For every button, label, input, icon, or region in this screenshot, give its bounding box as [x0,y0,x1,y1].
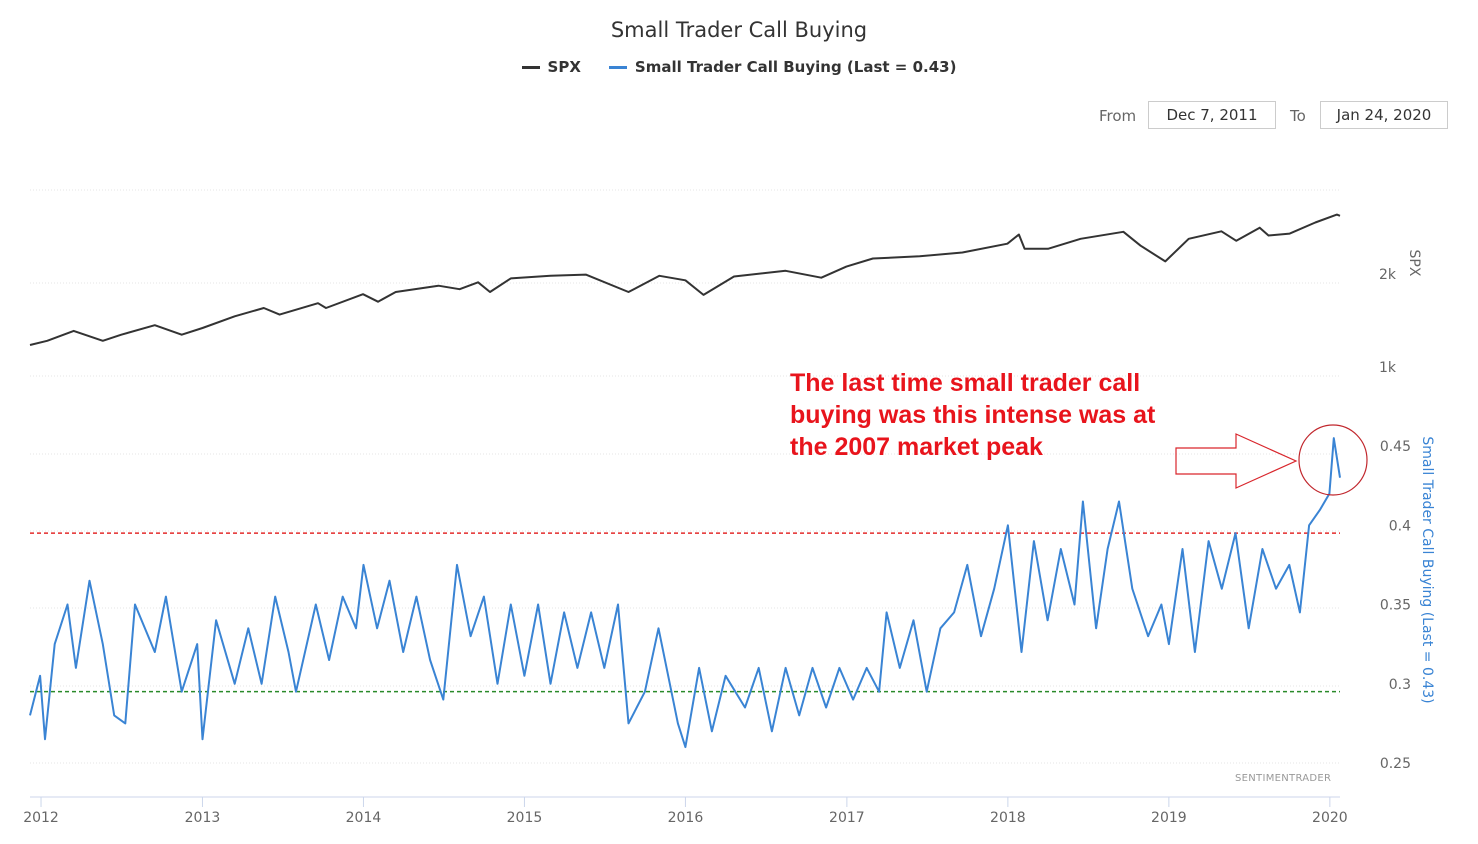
annotation-line-3: the 2007 market peak [790,433,1043,461]
spx-tick-label-1: 2k [1379,267,1397,283]
annotation-line-2: buying was this intense was at [790,401,1156,429]
x-tick-label-2020: 2020 [1312,810,1348,826]
call-tick-label-4: 0.45 [1380,439,1411,455]
legend-label-call-buying: Small Trader Call Buying (Last = 0.43) [634,58,957,76]
spx-tick-label-0: 1k [1379,360,1397,376]
spx-axis-title: SPX [1406,250,1422,277]
x-tick-label-2017: 2017 [829,810,865,826]
spx-series [29,213,1341,346]
x-tick-label-2012: 2012 [23,810,59,826]
x-tick-label-2019: 2019 [1151,810,1187,826]
legend-label-spx: SPX [547,58,581,76]
annotation-shapes [1175,424,1368,496]
call-tick-label-1: 0.3 [1389,677,1411,693]
annotation-text: The last time small trader call buying w… [790,367,1155,463]
annotation-line-1: The last time small trader call [790,369,1141,397]
range-from-label: From [1099,107,1137,125]
chart-title: Small Trader Call Buying [610,18,868,42]
x-tick-label-2014: 2014 [346,810,382,826]
x-tick-label-2016: 2016 [668,810,704,826]
x-tick-label-2018: 2018 [990,810,1026,826]
circle-highlight-icon [1298,424,1368,496]
call-tick-label-2: 0.35 [1380,598,1411,614]
legend-swatch-spx [521,65,540,69]
reference-lines [30,532,1340,693]
credits-watermark: SENTIMENTRADER [1235,773,1332,784]
spx-line [29,213,1341,346]
call-axis-title: Small Trader Call Buying (Last = 0.43) [1419,436,1435,703]
grid-lines [30,189,1340,764]
legend-swatch-call-buying [608,65,627,69]
call-buying-line [29,437,1341,749]
range-to-label: To [1290,107,1306,125]
range-to-input[interactable]: Jan 24, 2020 [1320,101,1448,129]
call-tick-label-0: 0.25 [1380,756,1411,772]
legend-item-spx[interactable]: SPX [521,58,581,76]
legend: SPX Small Trader Call Buying (Last = 0.4… [0,58,1478,76]
call-buying-series [29,437,1341,749]
range-from-input[interactable]: Dec 7, 2011 [1148,101,1276,129]
x-tick-label-2015: 2015 [507,810,543,826]
right-arrow-icon [1175,433,1298,489]
x-tick-label-2013: 2013 [185,810,221,826]
call-tick-label-3: 0.4 [1389,518,1411,534]
legend-item-call-buying[interactable]: Small Trader Call Buying (Last = 0.43) [608,58,957,76]
axes: 2012 2013 2014 2015 2016 2017 2018 2019 2020 1k 2k… [23,250,1435,826]
